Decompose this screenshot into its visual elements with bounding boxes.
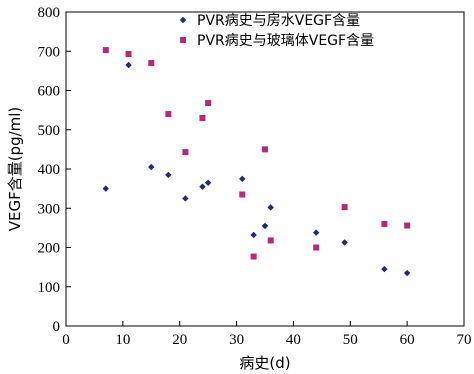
vitreous-vegf-point: [381, 220, 388, 227]
vitreous-vegf-point: [250, 253, 257, 260]
aqueous-vegf-point: [341, 239, 348, 246]
data-points: [102, 47, 411, 277]
vitreous-vegf-point: [267, 237, 274, 244]
x-tick-label: 70: [457, 332, 472, 348]
legend-marker: [179, 16, 187, 24]
y-tick-label: 200: [38, 241, 61, 257]
legend-label: PVR病史与房水VEGF含量: [197, 13, 360, 29]
vitreous-vegf-point: [102, 47, 109, 54]
aqueous-vegf-point: [199, 183, 206, 190]
vitreous-vegf-point: [199, 114, 206, 121]
series-1: [102, 61, 411, 277]
aqueous-vegf-point: [239, 175, 246, 183]
x-tick-label: 40: [286, 332, 301, 348]
vitreous-vegf-point: [205, 100, 212, 107]
x-tick-label: 50: [343, 332, 358, 348]
vitreous-vegf-point: [182, 149, 189, 156]
aqueous-vegf-point: [267, 204, 274, 211]
y-tick-label: 0: [53, 319, 61, 335]
vitreous-vegf-point: [239, 191, 246, 198]
legend-label: PVR病史与玻璃体VEGF含量: [197, 32, 374, 49]
aqueous-vegf-point: [182, 195, 189, 202]
x-tick-label: 0: [62, 332, 70, 348]
y-tick-label: 600: [38, 84, 61, 100]
y-tick-label: 800: [38, 5, 61, 21]
aqueous-vegf-point: [403, 269, 411, 277]
vitreous-vegf-point: [404, 222, 411, 229]
legend-marker: [180, 37, 186, 43]
vitreous-vegf-point: [165, 111, 172, 118]
plot-frame: [65, 11, 465, 327]
x-axis-title: 病史(d): [239, 354, 290, 372]
x-tick-label: 20: [172, 332, 187, 348]
x-tick-label: 30: [229, 332, 244, 348]
vitreous-vegf-point: [125, 50, 132, 57]
aqueous-vegf-point: [381, 265, 388, 273]
aqueous-vegf-point: [261, 222, 269, 230]
vitreous-vegf-point: [262, 146, 268, 153]
aqueous-vegf-point: [250, 231, 257, 239]
y-axis-title: VEGF含量(pg/ml): [6, 107, 24, 232]
aqueous-vegf-point: [204, 179, 212, 186]
vitreous-vegf-point: [313, 244, 320, 251]
legend: PVR病史与房水VEGF含量 PVR病史与玻璃体VEGF含量: [179, 13, 374, 49]
aqueous-vegf-point: [102, 185, 109, 192]
aqueous-vegf-point: [165, 171, 172, 179]
aqueous-vegf-point: [125, 61, 132, 69]
y-tick-label: 500: [38, 123, 61, 139]
y-tick-label: 100: [38, 280, 61, 296]
series-2: [102, 47, 411, 260]
vitreous-vegf-point: [148, 60, 155, 67]
y-tick-label: 300: [38, 201, 61, 217]
vitreous-vegf-point: [341, 204, 348, 211]
aqueous-vegf-point: [312, 229, 320, 236]
aqueous-vegf-point: [148, 163, 155, 171]
x-tick-label: 60: [400, 332, 415, 348]
y-tick-label: 400: [38, 162, 61, 178]
x-tick-label: 10: [115, 332, 130, 348]
y-tick-label: 700: [38, 44, 61, 60]
